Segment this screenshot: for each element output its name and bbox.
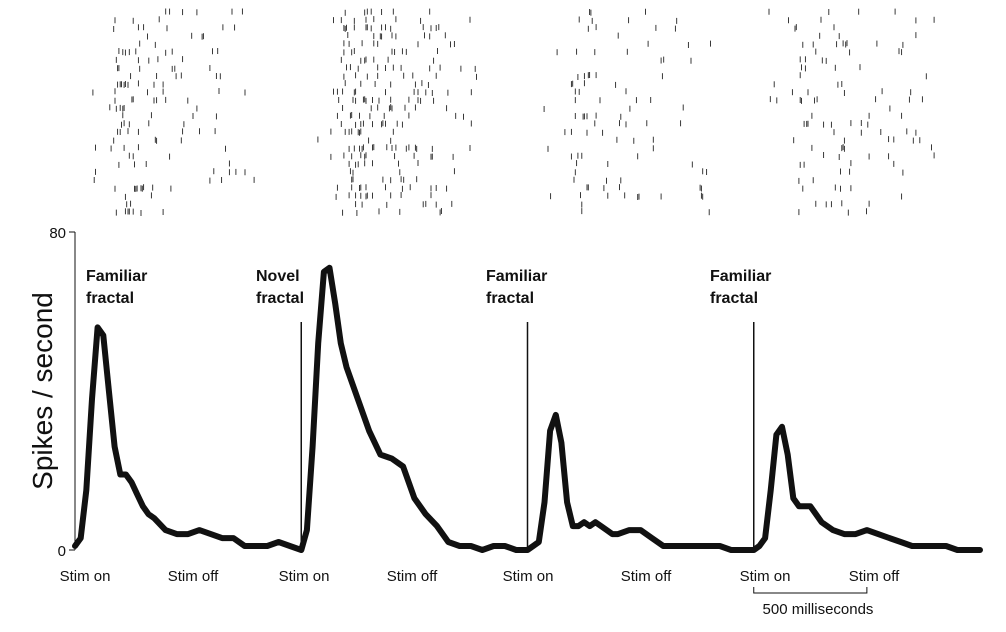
annotation-4-line2: fractal [710,290,758,307]
x-tick-label-8: Stim off [849,568,900,585]
annotation-3-line1: Familiar [486,268,547,285]
annotation-1-line2: fractal [86,290,134,307]
x-tick-label-1: Stim on [60,568,111,585]
y-axis-label: Spikes / second [27,292,58,490]
stim-markers [300,322,755,550]
firing-rate-line [72,264,983,553]
annotation-2-line2: fractal [256,290,304,307]
x-tick-label-4: Stim off [387,568,438,585]
annotation-2-line1: Novel [256,268,300,285]
y-tick-label-top: 80 [49,225,66,242]
raster-plot [92,8,935,216]
y-tick-label-bottom: 0 [58,543,66,560]
x-tick-label-6: Stim off [621,568,672,585]
annotation-1-line1: Familiar [86,268,147,285]
annotation-3-line2: fractal [486,290,534,307]
x-tick-label-7: Stim on [740,568,791,585]
x-tick-label-3: Stim on [279,568,330,585]
x-tick-label-5: Stim on [503,568,554,585]
scale-bar-label: 500 milliseconds [763,601,874,618]
x-tick-label-2: Stim off [168,568,219,585]
scale-bar [753,587,868,594]
annotation-4-line1: Familiar [710,268,771,285]
